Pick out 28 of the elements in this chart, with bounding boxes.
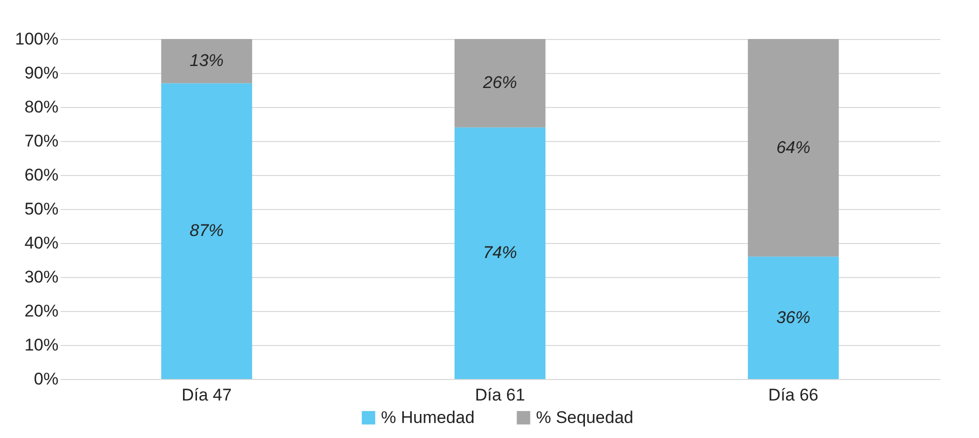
bar [748,256,839,379]
bar [161,83,252,379]
y-tick-label: 40% [24,234,58,252]
legend-label: % Humedad [381,408,475,427]
data-label: 64% [776,138,810,157]
x-tick-label: Día 61 [474,386,526,404]
data-label: 87% [190,221,224,240]
data-label: 74% [482,243,518,262]
y-tick-label: 60% [24,166,58,184]
y-tick-label: 10% [24,336,58,354]
bar [161,39,252,84]
x-tick-label: Día 47 [182,386,232,404]
bar [454,39,546,128]
data-label: 26% [482,73,518,92]
y-tick-label: 100% [15,30,58,48]
bar [454,127,546,379]
y-tick-label: 0% [34,370,58,388]
x-tick-label: Día 66 [768,386,818,404]
data-label: 36% [776,308,810,327]
legend-label: % Sequedad [536,408,634,427]
y-tick-label: 50% [24,200,58,218]
data-label: 13% [190,51,224,70]
y-tick-label: 90% [24,64,58,82]
y-tick-label: 30% [24,268,58,286]
bar [748,39,839,257]
y-tick-label: 20% [24,302,58,320]
y-tick-label: 70% [24,132,58,150]
y-tick-label: 80% [24,98,58,116]
